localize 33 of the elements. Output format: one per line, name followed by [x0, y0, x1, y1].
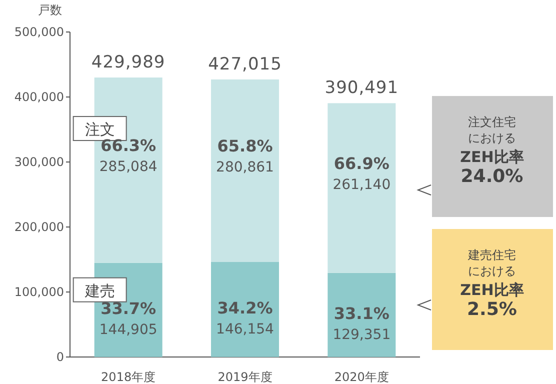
x-tick-label: 2020年度 — [334, 370, 389, 384]
annotation: 33.7% — [100, 298, 156, 318]
x-tick-label: 2018年度 — [101, 370, 156, 384]
y-tick-label: 500,000 — [14, 25, 64, 39]
data-label: 285,084 — [99, 159, 158, 176]
annotation: 66.9% — [334, 154, 390, 174]
y-tick-label: 300,000 — [14, 155, 64, 169]
callout: 建売住宅におけるZEH比率 2.5% — [416, 229, 553, 350]
data-label: 129,351 — [332, 326, 391, 343]
data-label: 261,140 — [332, 177, 391, 194]
x-tick-label: 2019年度 — [218, 370, 272, 384]
annotation: 65.8% — [217, 136, 273, 156]
y-tick-label: 200,000 — [14, 220, 64, 234]
y-tick-label: 0 — [56, 350, 64, 364]
annotation: 34.2% — [217, 298, 273, 318]
y-axis-title: 戸数 — [38, 3, 62, 17]
bar — [328, 103, 396, 273]
y-tick-label: 100,000 — [14, 285, 64, 299]
data-label: 144,905 — [99, 322, 158, 338]
annotation: 33.1% — [334, 304, 390, 323]
y-tick-label: 400,000 — [14, 90, 64, 104]
series-label: 注文 — [84, 120, 115, 139]
callout: 注文住宅におけるZEH比率 24.0% — [416, 96, 553, 217]
bar — [211, 79, 279, 262]
annotation: 66.3% — [100, 136, 156, 156]
total-label: 429,989 — [91, 52, 166, 73]
total-label: 390,491 — [324, 78, 399, 98]
series-label: 建売 — [84, 282, 115, 300]
bar — [328, 272, 396, 357]
data-label: 280,861 — [216, 160, 274, 176]
total-label: 427,015 — [208, 54, 282, 74]
bar — [211, 262, 279, 357]
data-label: 146,154 — [216, 322, 274, 338]
